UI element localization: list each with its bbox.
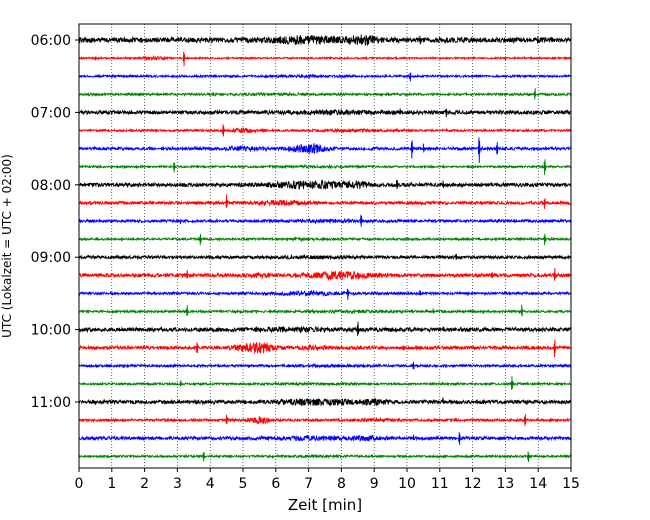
x-tick-label: 12 xyxy=(464,476,482,492)
trace-line xyxy=(78,413,572,427)
x-tick-label: 6 xyxy=(271,476,280,492)
x-tick-label: 8 xyxy=(337,476,346,492)
trace-line xyxy=(78,361,572,370)
trace-line xyxy=(78,137,572,163)
plot-area xyxy=(79,24,571,468)
trace-line xyxy=(78,72,572,82)
x-axis-label: Zeit [min] xyxy=(288,496,362,514)
x-tick-label: 11 xyxy=(431,476,449,492)
trace-line xyxy=(78,304,572,317)
x-tick-label: 7 xyxy=(304,476,313,492)
x-tick-label: 0 xyxy=(75,476,84,492)
trace-line xyxy=(78,432,572,446)
y-tick-label: 09:00 xyxy=(31,250,71,266)
y-tick-label: 08:00 xyxy=(31,178,71,194)
trace-line xyxy=(78,159,572,176)
trace-line xyxy=(78,376,572,390)
trace-line xyxy=(78,108,572,118)
trace-line xyxy=(78,51,572,67)
y-tick-label: 11:00 xyxy=(31,395,71,411)
trace-line xyxy=(78,88,572,100)
trace-line xyxy=(78,253,572,261)
x-tick-label: 5 xyxy=(239,476,248,492)
trace-line xyxy=(78,179,572,190)
x-tick-label: 4 xyxy=(206,476,215,492)
trace-line xyxy=(78,34,572,46)
trace-line xyxy=(78,321,572,336)
y-tick-label: 10:00 xyxy=(31,323,71,339)
plot-frame xyxy=(78,23,572,469)
trace-line xyxy=(78,214,572,227)
trace-line xyxy=(78,451,572,463)
grid-lines xyxy=(111,24,539,468)
x-tick-label: 9 xyxy=(370,476,379,492)
x-tick-label: 13 xyxy=(496,476,514,492)
y-tick-label: 07:00 xyxy=(31,105,71,121)
y-axis-ticks: 06:00 07:00 08:00 09:00 10:00 11:00 xyxy=(31,33,79,411)
trace-line xyxy=(78,397,572,407)
trace-line xyxy=(78,233,572,246)
trace-line xyxy=(78,194,572,210)
x-tick-label: 3 xyxy=(173,476,182,492)
x-tick-label: 10 xyxy=(398,476,416,492)
trace-line xyxy=(78,124,572,137)
y-tick-label: 06:00 xyxy=(31,33,71,49)
trace-line xyxy=(78,339,572,357)
x-tick-label: 1 xyxy=(107,476,116,492)
x-axis-ticks: 0 1 2 3 4 5 6 7 8 9 10 11 12 13 14 15 xyxy=(75,468,580,492)
x-tick-label: 2 xyxy=(140,476,149,492)
trace-line xyxy=(78,288,572,300)
x-tick-label: 15 xyxy=(562,476,580,492)
trace-line xyxy=(78,268,572,282)
traces xyxy=(78,34,572,463)
x-tick-label: 14 xyxy=(529,476,547,492)
y-axis-label: UTC (Lokalzeit = UTC + 02:00) xyxy=(0,154,14,338)
